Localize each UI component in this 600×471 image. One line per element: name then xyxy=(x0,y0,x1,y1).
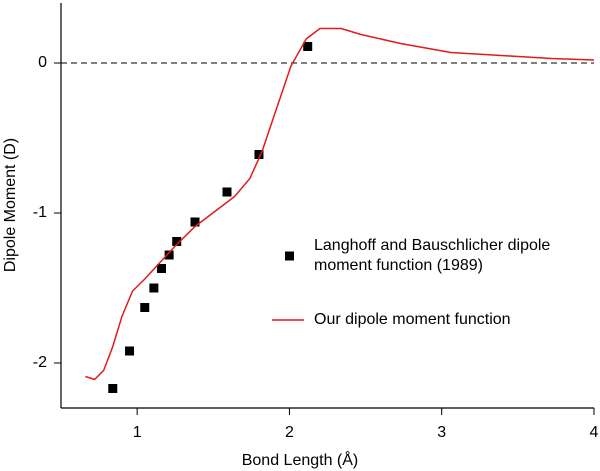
x-axis-label: Bond Length (Å) xyxy=(242,450,359,469)
data-line xyxy=(85,27,595,381)
data-point xyxy=(157,264,167,273)
data-point xyxy=(149,283,159,293)
y-tick-label: 0 xyxy=(38,54,47,71)
data-point xyxy=(125,346,135,356)
y-tick-label: -2 xyxy=(33,354,47,371)
legend-marker xyxy=(285,251,294,261)
x-tick-label: 2 xyxy=(285,424,294,441)
y-axis-label: Dipole Moment (D) xyxy=(2,138,19,272)
data-point xyxy=(140,303,150,312)
data-point xyxy=(190,217,200,227)
data-point xyxy=(108,384,118,393)
data-point xyxy=(164,250,174,260)
x-tick-label: 1 xyxy=(133,424,142,441)
data-point xyxy=(303,42,313,51)
x-tick-label: 3 xyxy=(437,424,446,441)
data-point xyxy=(254,150,264,159)
legend-label: Our dipole moment function xyxy=(314,311,511,328)
data-point xyxy=(222,187,232,197)
y-tick-label: -1 xyxy=(33,204,47,221)
legend-label: Langhoff and Bauschlicher dipole moment f… xyxy=(314,237,550,274)
data-point xyxy=(172,237,182,246)
x-tick-label: 4 xyxy=(590,424,599,441)
